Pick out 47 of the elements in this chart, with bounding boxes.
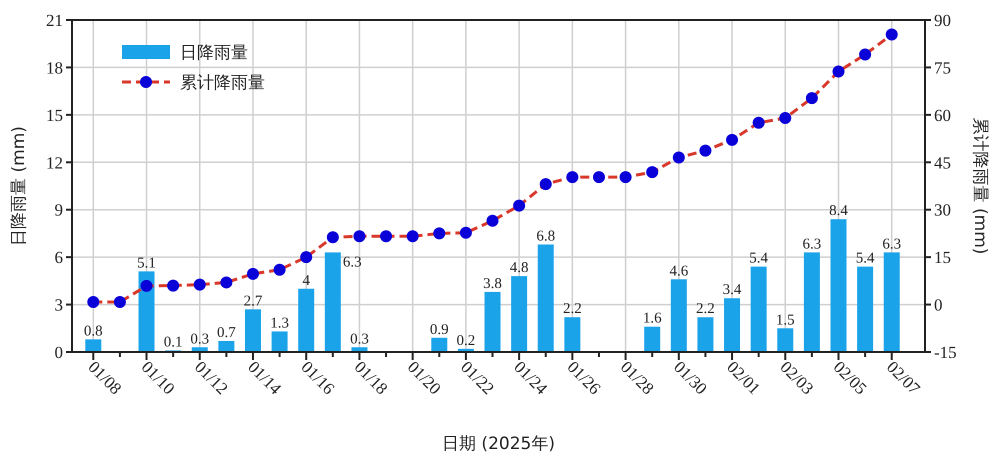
y-tick-label: 21 [46,11,63,30]
data-label: 1.6 [642,310,662,327]
y2-tick-label: 0 [934,296,942,315]
y-tick-label: 12 [46,153,63,172]
legend-label: 日降雨量 [180,43,248,63]
data-label: 0.2 [456,332,476,349]
y2-tick-label: 30 [934,200,951,220]
data-label: 5.4 [856,250,875,267]
legend-label: 累计降雨量 [180,73,265,93]
y2-tick-label: 90 [934,11,951,30]
y-tick-label: 15 [46,106,63,125]
data-label: 6.3 [882,236,902,252]
data-label: 1.5 [776,312,795,328]
data-label: 4.6 [669,263,689,280]
y-tick-label: 0 [54,343,63,362]
y2-axis-title: 累计降雨量 (mm) [970,118,990,254]
data-label: 3.8 [483,276,502,292]
data-label: 0.8 [84,323,103,340]
y-tick-label: 6 [54,248,63,268]
y2-tick-label: 75 [934,58,951,78]
x-axis-title: 日期 (2025年) [442,434,555,454]
data-label: 8.4 [829,203,848,220]
data-label: 0.1 [164,334,183,350]
data-label: 2.7 [244,293,263,310]
data-label: 0.9 [430,322,449,338]
data-label: 2.2 [562,301,582,318]
data-label: 4.8 [510,260,528,276]
y2-tick-label: 45 [934,153,951,172]
data-label: 5.1 [137,255,156,272]
data-label: 1.3 [270,315,289,332]
y2-tick-label: 60 [934,106,951,125]
data-label: 4 [302,272,310,289]
data-label: 0.3 [190,331,210,348]
data-label: 0.7 [216,324,236,341]
data-label: 6.8 [536,228,556,244]
data-label: 0.3 [350,331,369,348]
data-label: 2.2 [696,301,715,318]
data-label: 6.3 [342,254,362,270]
y2-tick-label: -15 [934,343,957,362]
data-label: 6.3 [802,236,822,252]
data-label: 3.4 [722,282,742,298]
y-tick-label: 3 [54,296,63,315]
y2-tick-label: 15 [934,248,951,268]
y-tick-label: 9 [54,200,63,220]
data-label: 5.4 [749,250,769,267]
y-axis-title: 日降雨量 (mm) [9,126,29,246]
y-tick-label: 18 [46,58,63,78]
